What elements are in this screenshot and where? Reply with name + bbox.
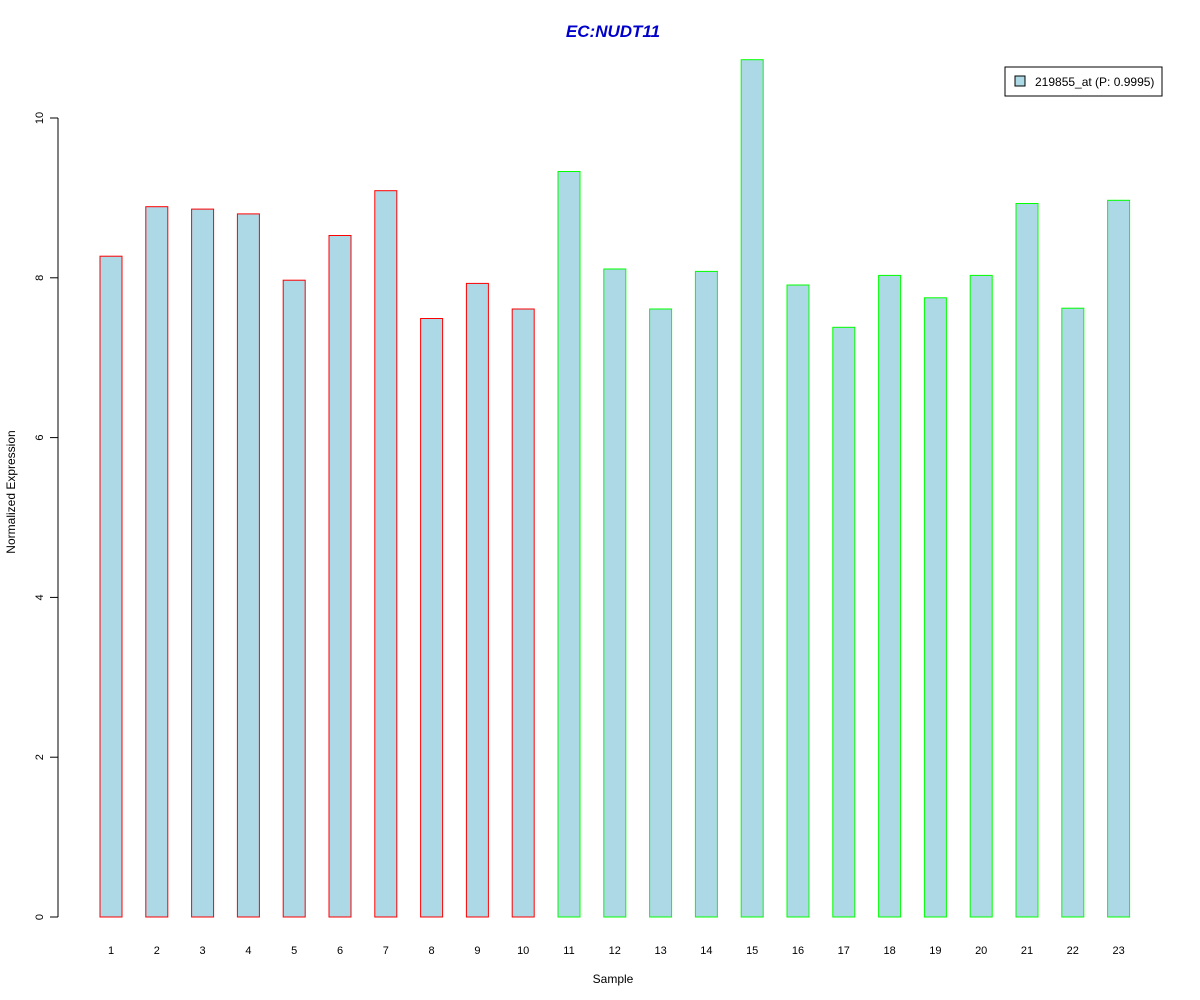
legend-label: 219855_at (P: 0.9995): [1035, 75, 1154, 89]
bar-sample-8: [420, 318, 444, 918]
x-tick-label: 15: [746, 945, 758, 957]
bar-sample-13: [649, 308, 673, 918]
x-tick-label: 8: [429, 945, 435, 957]
y-axis-label: Normalized Expression: [4, 430, 18, 553]
y-tick-label: 0: [34, 914, 46, 920]
x-axis-label: Sample: [593, 972, 634, 986]
x-tick-label: 14: [700, 945, 712, 957]
x-tick-label: 2: [154, 945, 160, 957]
bar-sample-20: [969, 274, 993, 918]
bar-sample-2: [145, 206, 169, 918]
legend-box: [1004, 66, 1163, 97]
chart-title: EC:NUDT11: [566, 22, 660, 41]
bar-sample-3: [191, 208, 215, 918]
x-tick-label: 4: [245, 945, 251, 957]
bar-sample-21: [1015, 203, 1039, 918]
x-tick-label: 10: [517, 945, 529, 957]
x-tick-label: 9: [474, 945, 480, 957]
x-tick-label: 1: [108, 945, 114, 957]
bar-sample-7: [374, 190, 398, 918]
y-tick-label: 2: [34, 754, 46, 760]
x-tick-label: 3: [200, 945, 206, 957]
bar-sample-11: [557, 171, 581, 918]
bar-sample-10: [511, 308, 535, 918]
y-axis: 0 2 4 6 8 10: [34, 112, 59, 920]
bar-sample-23: [1107, 199, 1131, 918]
bar-sample-15: [740, 59, 764, 918]
bar-sample-1: [99, 255, 123, 918]
bar-sample-12: [603, 268, 627, 918]
y-tick-label: 10: [34, 112, 46, 124]
x-tick-label: 20: [975, 945, 987, 957]
legend-swatch: [1014, 75, 1026, 87]
y-tick-label: 4: [34, 594, 46, 600]
y-tick-label: 6: [34, 435, 46, 441]
bar-sample-22: [1061, 307, 1085, 918]
x-tick-label: 17: [838, 945, 850, 957]
bar-sample-19: [923, 297, 947, 918]
x-tick-label: 16: [792, 945, 804, 957]
x-tick-label: 18: [883, 945, 895, 957]
x-tick-label: 11: [563, 945, 574, 957]
x-tick-label: 12: [609, 945, 621, 957]
x-tick-label: 19: [929, 945, 941, 957]
bar-sample-17: [832, 326, 856, 918]
x-tick-label: 23: [1112, 945, 1124, 957]
bar-sample-9: [465, 282, 489, 918]
x-tick-label: 22: [1067, 945, 1079, 957]
legend: 219855_at (P: 0.9995): [1004, 66, 1163, 97]
x-tick-label: 5: [291, 945, 297, 957]
x-tick-labels: 1 2 3 4 5 6 7 8 9 10 11 12 13 14 15 16 17 18 19 20 21 22 23: [108, 945, 1125, 957]
bar-sample-4: [236, 213, 260, 918]
bar-sample-18: [878, 274, 902, 918]
bar-sample-6: [328, 235, 352, 918]
x-tick-label: 13: [654, 945, 666, 957]
bar-sample-14: [694, 270, 718, 918]
y-tick-label: 8: [34, 275, 46, 281]
x-tick-label: 21: [1021, 945, 1033, 957]
bar-sample-16: [786, 284, 810, 918]
x-tick-label: 6: [337, 945, 343, 957]
bar-sample-5: [282, 279, 306, 918]
x-tick-label: 7: [383, 945, 389, 957]
bars-group: [99, 59, 1131, 918]
